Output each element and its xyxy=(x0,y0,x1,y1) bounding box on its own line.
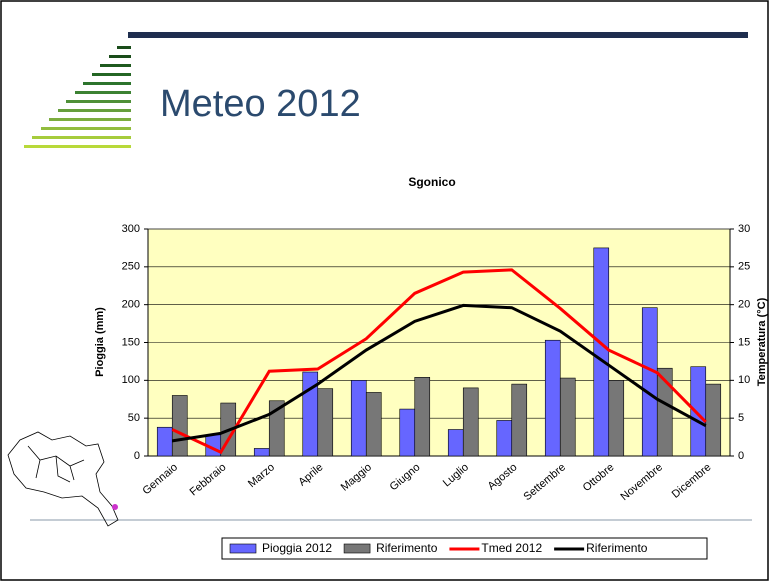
bar xyxy=(608,380,625,457)
legend-label: Tmed 2012 xyxy=(481,541,542,555)
y2-tick-label: 30 xyxy=(738,223,750,235)
y2-tick-label: 15 xyxy=(738,336,750,348)
y-tick-label: 0 xyxy=(134,450,140,462)
legend-swatch xyxy=(229,543,257,554)
stripes xyxy=(24,46,131,148)
bar xyxy=(317,388,334,457)
bar xyxy=(268,400,285,457)
bar xyxy=(447,429,464,457)
bar xyxy=(559,377,576,457)
bar xyxy=(656,367,673,457)
bar xyxy=(496,420,513,457)
slide-title: Meteo 2012 xyxy=(160,83,361,125)
y-tick-label: 50 xyxy=(128,412,140,424)
bar xyxy=(641,307,658,457)
bar xyxy=(705,383,722,457)
legend-label: Riferimento xyxy=(376,541,438,555)
bar xyxy=(511,383,528,457)
y-axis-label: Pioggia (mm) xyxy=(94,307,106,377)
legend-swatch xyxy=(343,543,371,554)
legend-label: Riferimento xyxy=(586,541,648,555)
bar xyxy=(462,387,479,457)
bar xyxy=(350,380,367,457)
y-tick-label: 300 xyxy=(122,223,140,235)
bar xyxy=(171,395,188,457)
y2-tick-label: 10 xyxy=(738,374,750,386)
y2-tick-label: 25 xyxy=(738,261,750,273)
map-icon xyxy=(7,431,119,527)
y2-tick-label: 20 xyxy=(738,299,750,311)
header-rule xyxy=(128,32,748,38)
chart-title: Sgonico xyxy=(408,175,455,189)
bar xyxy=(414,377,431,457)
bar xyxy=(253,448,270,457)
y2-axis-label: Temperatura (°C) xyxy=(756,297,768,386)
bar xyxy=(690,366,707,457)
line xyxy=(172,303,707,443)
y-tick-label: 250 xyxy=(122,261,140,273)
y-tick-label: 200 xyxy=(122,299,140,311)
y-tick-label: 150 xyxy=(122,336,140,348)
y2-tick-label: 5 xyxy=(738,412,744,424)
bar xyxy=(156,426,173,457)
line xyxy=(171,268,707,455)
bar xyxy=(399,408,416,457)
bar xyxy=(365,392,382,457)
legend-label: Pioggia 2012 xyxy=(262,541,332,555)
y2-tick-label: 0 xyxy=(738,450,744,462)
bar xyxy=(544,339,561,457)
y-tick-label: 100 xyxy=(122,374,140,386)
bar xyxy=(593,247,610,457)
map-marker xyxy=(112,504,118,510)
